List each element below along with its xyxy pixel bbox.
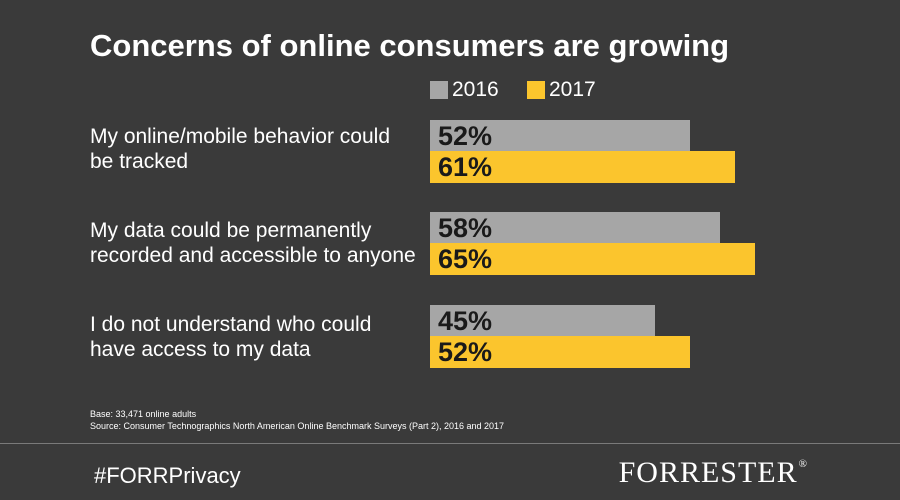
category-label-access: I do not understand who could have acces… bbox=[90, 312, 425, 362]
footer-divider bbox=[0, 443, 900, 444]
bar-value-label: 65% bbox=[438, 244, 493, 274]
bar-access-2017: 52% bbox=[430, 336, 690, 368]
bar-value-label: 52% bbox=[438, 121, 493, 151]
legend-swatch-2016 bbox=[430, 81, 448, 99]
bar-access-2016: 45% bbox=[430, 305, 655, 337]
category-label-line: I do not understand who could bbox=[90, 313, 372, 336]
bar-tracked-2017: 61% bbox=[430, 151, 735, 183]
hashtag: #FORRPrivacy bbox=[94, 463, 241, 488]
legend-label-2016: 2016 bbox=[452, 78, 499, 101]
bar-value-label: 58% bbox=[438, 213, 493, 243]
legend-item-2016: 2016 bbox=[430, 78, 499, 102]
bar-value-label: 45% bbox=[438, 306, 493, 336]
footnote: Base: 33,471 online adults Source: Consu… bbox=[90, 408, 504, 432]
bar-value-label: 61% bbox=[438, 152, 493, 182]
category-label-line: recorded and accessible to anyone bbox=[90, 244, 416, 267]
category-label-line: My data could be permanently bbox=[90, 219, 372, 242]
legend-swatch-2017 bbox=[527, 81, 545, 99]
registered-mark: ® bbox=[798, 458, 808, 470]
bar-recorded-2016: 58% bbox=[430, 212, 720, 244]
category-label-tracked: My online/mobile behavior could be track… bbox=[90, 124, 425, 174]
chart-title: Concerns of online consumers are growing bbox=[90, 28, 730, 63]
bar-tracked-2016: 52% bbox=[430, 120, 690, 152]
category-label-recorded: My data could be permanently recorded an… bbox=[90, 218, 425, 268]
footnote-source: Source: Consumer Technographics North Am… bbox=[90, 421, 505, 431]
forrester-logo: FORRESTER® bbox=[619, 456, 808, 490]
bar-value-label: 52% bbox=[438, 337, 493, 367]
footnote-base: Base: 33,471 online adults bbox=[90, 409, 197, 419]
category-label-line: have access to my data bbox=[90, 338, 311, 361]
forrester-logo-text: FORRESTER bbox=[618, 456, 798, 489]
category-label-line: be tracked bbox=[90, 150, 189, 173]
legend-label-2017: 2017 bbox=[549, 78, 596, 101]
category-label-line: My online/mobile behavior could bbox=[90, 125, 390, 148]
bar-recorded-2017: 65% bbox=[430, 243, 755, 275]
legend-item-2017: 2017 bbox=[527, 78, 596, 102]
